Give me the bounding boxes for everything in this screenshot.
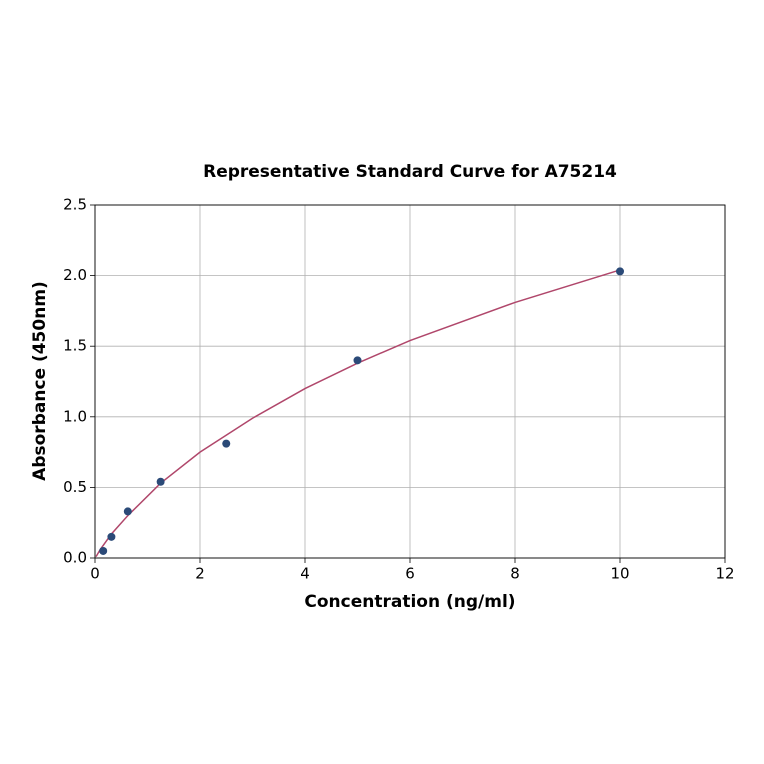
x-tick-label: 8 bbox=[510, 565, 520, 583]
chart-title: Representative Standard Curve for A75214 bbox=[203, 162, 617, 182]
y-tick-label: 2.5 bbox=[63, 196, 87, 214]
x-axis-label: Concentration (ng/ml) bbox=[304, 592, 515, 612]
x-tick-label: 2 bbox=[195, 565, 205, 583]
x-tick-label: 6 bbox=[405, 565, 415, 583]
data-point bbox=[616, 267, 624, 276]
y-axis-label: Absorbance (450nm) bbox=[30, 281, 50, 481]
plot-frame bbox=[94, 204, 726, 559]
data-point bbox=[353, 356, 362, 365]
y-tick-label: 1.0 bbox=[63, 407, 87, 425]
y-tick-label: 0.0 bbox=[63, 549, 87, 567]
data-point bbox=[99, 546, 108, 555]
y-tick-label: 1.5 bbox=[63, 337, 87, 355]
fit-curve bbox=[95, 269, 621, 557]
x-tick-label: 10 bbox=[610, 565, 629, 583]
data-point bbox=[156, 477, 165, 486]
x-tick-label: 12 bbox=[715, 565, 734, 583]
data-point bbox=[123, 507, 132, 516]
x-tick-label: 0 bbox=[90, 565, 100, 583]
y-tick-label: 2.0 bbox=[63, 266, 87, 284]
y-tick-label: 0.5 bbox=[63, 478, 87, 496]
data-point bbox=[222, 439, 231, 448]
data-point bbox=[107, 532, 116, 541]
x-tick-label: 4 bbox=[300, 565, 310, 583]
